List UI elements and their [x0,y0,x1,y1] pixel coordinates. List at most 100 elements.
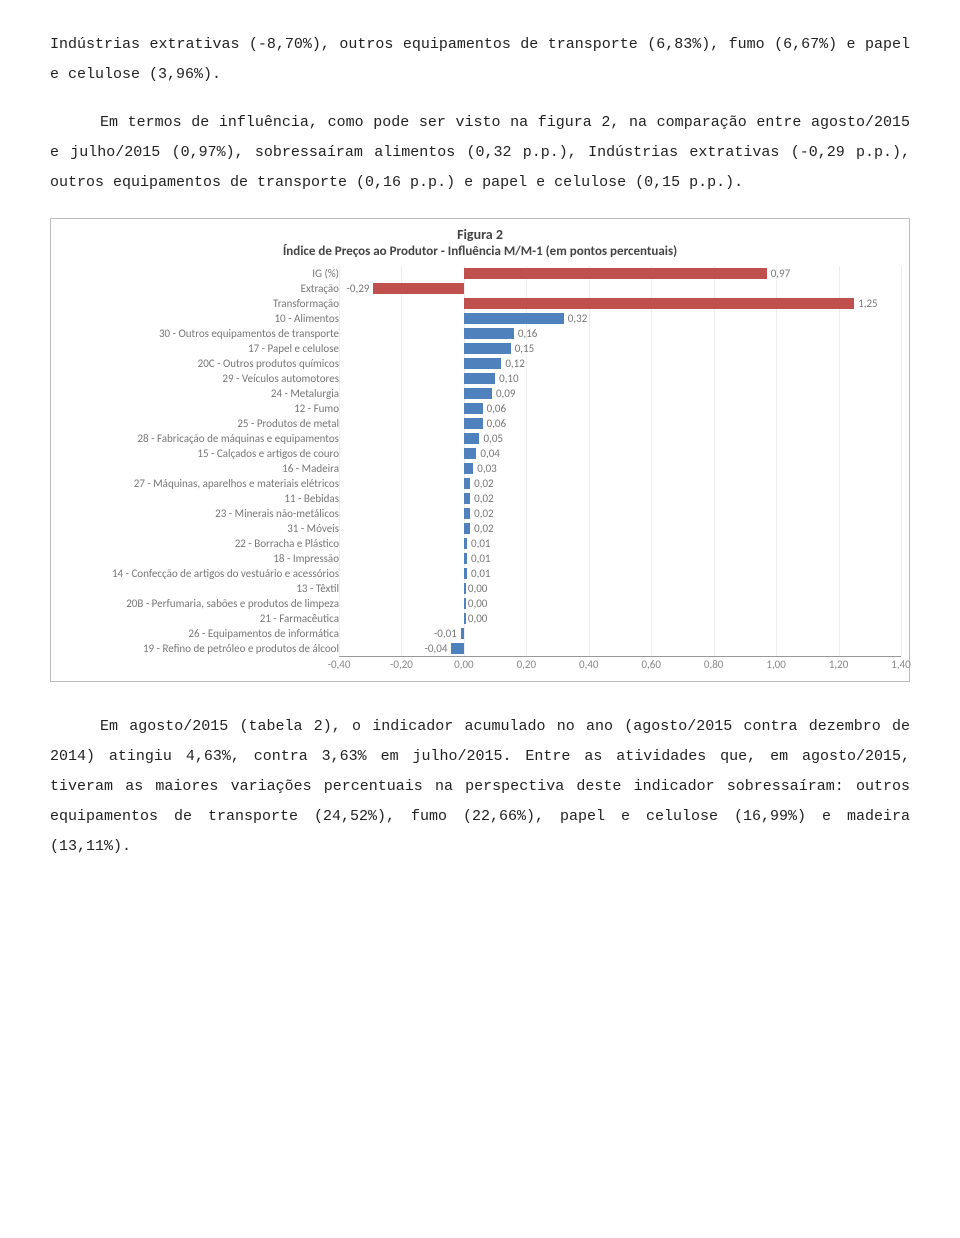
category-label: Extração [59,281,339,296]
bar [464,508,470,519]
bar-row: 0,09 [339,386,901,401]
bar-row: 0,05 [339,431,901,446]
bar-value-label: 0,02 [474,476,493,491]
bar-value-label: 0,01 [471,551,490,566]
category-label: 25 - Produtos de metal [59,416,339,431]
x-tick: 0,40 [579,659,598,672]
category-label: Transformação [59,296,339,311]
category-label: IG (%) [59,266,339,281]
bar [464,448,476,459]
category-label: 20C - Outros produtos químicos [59,356,339,371]
bar-value-label: 0,09 [496,386,515,401]
x-axis: -0,40-0,200,000,200,400,600,801,001,201,… [339,656,901,675]
x-tick: -0,20 [390,659,413,672]
x-tick: 0,20 [517,659,536,672]
category-label: 11 - Bebidas [59,491,339,506]
bar-row: 0,01 [339,551,901,566]
bar-value-label: -0,29 [347,281,370,296]
bar [464,268,767,279]
bar [464,343,511,354]
bar-value-label: -0,01 [434,626,457,641]
bar [464,403,483,414]
bar-row: -0,01 [339,626,901,641]
bar [464,583,466,594]
category-label: 19 - Refino de petróleo e produtos de ál… [59,641,339,656]
bar-row: 0,06 [339,401,901,416]
bar-value-label: 0,97 [771,266,790,281]
bar [464,493,470,504]
x-tick: 1,40 [891,659,910,672]
bar-row: 0,02 [339,521,901,536]
category-label: 28 - Fabricação de máquinas e equipament… [59,431,339,446]
bar [464,598,466,609]
bar-row: 0,12 [339,356,901,371]
category-label: 23 - Minerais não-metálicos [59,506,339,521]
x-tick: 0,60 [641,659,660,672]
bar [464,298,854,309]
category-label: 14 - Confecção de artigos do vestuário e… [59,566,339,581]
bar-value-label: 0,01 [471,536,490,551]
bar-value-label: 0,01 [471,566,490,581]
bar-row: 0,00 [339,596,901,611]
bar-row: 0,02 [339,506,901,521]
bar [464,433,480,444]
category-label: 17 - Papel e celulose [59,341,339,356]
category-label: 22 - Borracha e Plástico [59,536,339,551]
paragraph-1: Indústrias extrativas (-8,70%), outros e… [50,30,910,90]
bar-row: -0,04 [339,641,901,656]
category-label: 10 - Alimentos [59,311,339,326]
bar-row: 0,02 [339,491,901,506]
bar-row: 0,00 [339,611,901,626]
chart-subtitle: Índice de Preços ao Produtor - Influênci… [59,245,901,260]
x-tick: 1,20 [829,659,848,672]
bar-value-label: 0,06 [487,401,506,416]
category-label: 18 - Impressão [59,551,339,566]
category-label: 20B - Perfumaria, sabões e produtos de l… [59,596,339,611]
bar [461,628,464,639]
x-tick: 0,00 [454,659,473,672]
bar-value-label: 0,02 [474,521,493,536]
bar [464,463,473,474]
x-tick: 0,80 [704,659,723,672]
bar-row: -0,29 [339,281,901,296]
bar [464,553,467,564]
category-label: 26 - Equipamentos de informática [59,626,339,641]
bar-row: 0,01 [339,566,901,581]
bar-value-label: 1,25 [858,296,877,311]
bar [464,613,466,624]
category-label: 29 - Veículos automotores [59,371,339,386]
bar-value-label: 0,05 [484,431,503,446]
bar [464,478,470,489]
paragraph-2: Em termos de influência, como pode ser v… [50,108,910,198]
bar-row: 0,32 [339,311,901,326]
bar-row: 0,97 [339,266,901,281]
bar-row: 0,04 [339,446,901,461]
category-label: 15 - Calçados e artigos de couro [59,446,339,461]
bar-value-label: 0,06 [487,416,506,431]
bar [451,643,463,654]
bar-value-label: 0,12 [505,356,524,371]
category-label: 12 - Fumo [59,401,339,416]
bar-value-label: 0,15 [515,341,534,356]
bar-value-label: 0,00 [468,581,487,596]
bar-value-label: 0,03 [477,461,496,476]
bar-row: 0,16 [339,326,901,341]
bar-area: 0,97-0,291,250,320,160,150,120,100,090,0… [339,266,901,656]
bar [464,313,564,324]
category-label: 24 - Metalurgia [59,386,339,401]
bar-value-label: 0,00 [468,596,487,611]
bar [464,568,467,579]
bar [373,283,464,294]
bar [464,373,495,384]
bar [464,358,501,369]
category-label: 31 - Móveis [59,521,339,536]
bar-row: 1,25 [339,296,901,311]
paragraph-3: Em agosto/2015 (tabela 2), o indicador a… [50,712,910,862]
bar [464,388,492,399]
bar-value-label: 0,00 [468,611,487,626]
category-label: 30 - Outros equipamentos de transporte [59,326,339,341]
bar-value-label: 0,02 [474,491,493,506]
bar [464,523,470,534]
figure-2-chart: Figura 2 Índice de Preços ao Produtor - … [50,218,910,682]
bar-row: 0,03 [339,461,901,476]
